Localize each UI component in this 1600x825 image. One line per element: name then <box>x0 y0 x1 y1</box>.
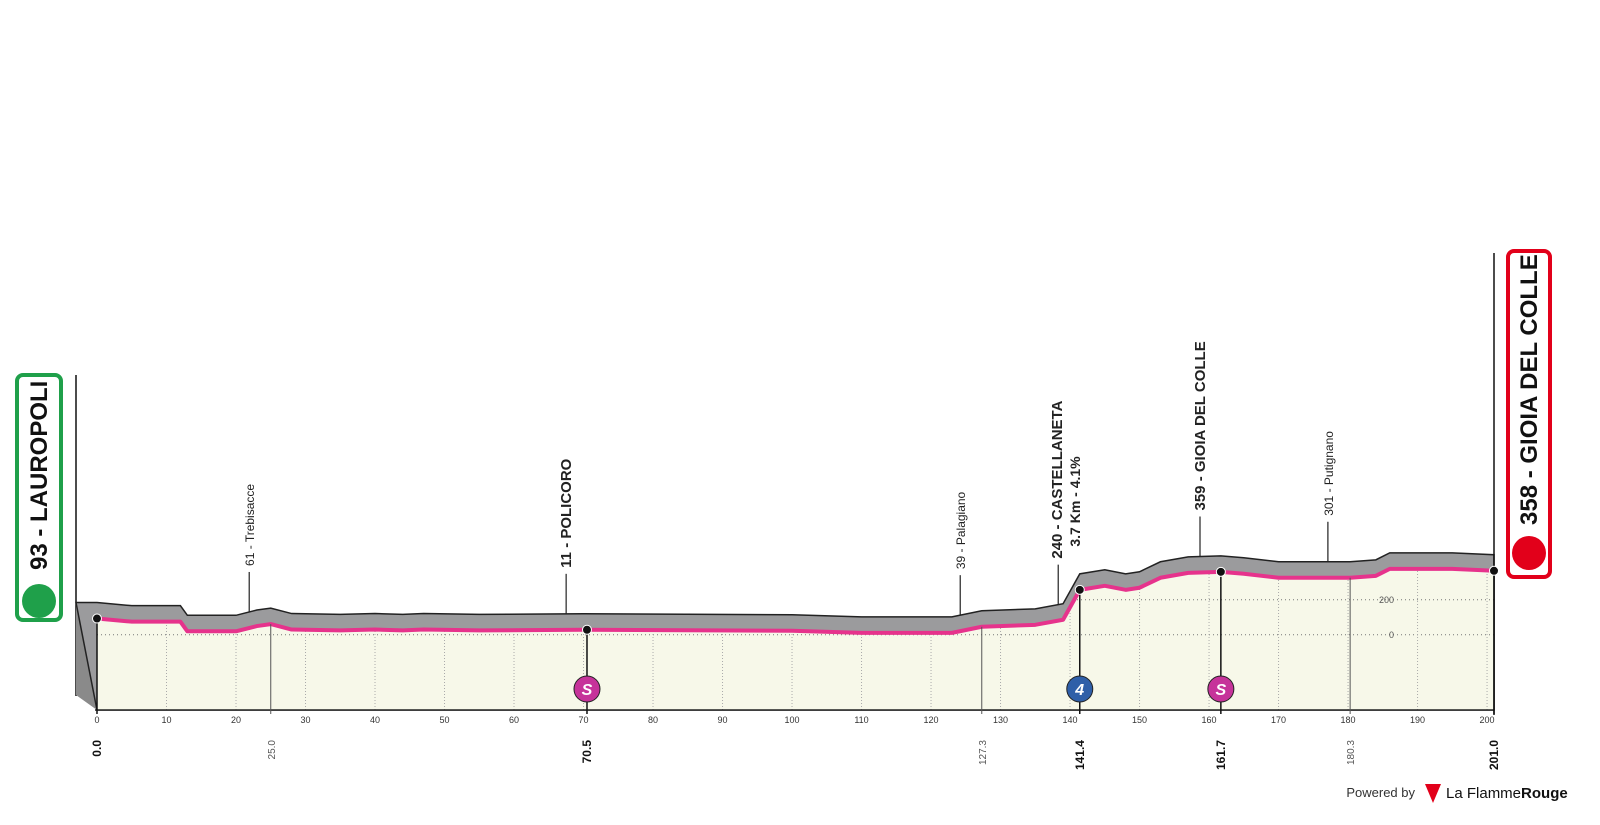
annotation-label: 39 - Palagiano <box>954 491 968 569</box>
km-point <box>1489 565 1499 576</box>
km-marker-label: 201.0 <box>1487 740 1501 770</box>
y-tick-label: 0 <box>1389 630 1394 640</box>
x-tick-label: 120 <box>924 715 939 725</box>
annotation-label: 61 - Trebisacce <box>243 484 257 566</box>
x-tick-label: 0 <box>94 715 99 725</box>
brand: La FlammeRouge <box>1446 785 1568 802</box>
finish-icon <box>1512 536 1546 570</box>
annotation-label: 301 - Putignano <box>1322 431 1336 516</box>
km-marker-label: 141.4 <box>1073 740 1087 770</box>
x-tick-label: 180 <box>1341 715 1356 725</box>
x-tick-label: 140 <box>1063 715 1078 725</box>
x-tick-label: 20 <box>231 715 241 725</box>
start-banner <box>15 373 63 622</box>
km-marker-label: 70.5 <box>580 740 594 764</box>
elevation-line <box>96 566 1495 635</box>
x-tick-label: 160 <box>1202 715 1217 725</box>
x-tick-label: 190 <box>1410 715 1425 725</box>
sprint-icon <box>573 675 601 703</box>
x-tick-label: 40 <box>370 715 380 725</box>
finish-banner <box>1506 249 1552 579</box>
x-tick-label: 170 <box>1271 715 1286 725</box>
km-marker-label: 0.0 <box>90 740 104 757</box>
x-tick-label: 150 <box>1132 715 1147 725</box>
km-point <box>581 624 592 635</box>
x-tick-label: 200 <box>1480 715 1495 725</box>
km-marker-label: 180.3 <box>1346 740 1357 765</box>
x-tick-label: 10 <box>161 715 171 725</box>
climb-icon <box>1066 675 1094 703</box>
start-icon <box>22 584 56 618</box>
start-label: 93 - LAUROPOLI <box>26 381 53 570</box>
annotation-label: 240 - CASTELLANETA <box>1049 400 1066 558</box>
km-marker-label: 161.7 <box>1214 740 1228 770</box>
x-tick-label: 80 <box>648 715 658 725</box>
x-tick-label: 130 <box>993 715 1008 725</box>
x-tick-label: 60 <box>509 715 519 725</box>
x-tick-label: 100 <box>785 715 800 725</box>
finish-label: 358 - GIOIA DEL COLLE <box>1516 254 1543 525</box>
sprint-label: S <box>582 682 593 699</box>
x-tick-label: 90 <box>718 715 728 725</box>
x-tick-label: 30 <box>300 715 310 725</box>
km-point <box>1074 584 1085 595</box>
annotation-sublabel: 3.7 Km - 4.1% <box>1067 456 1083 547</box>
brand-b: Rouge <box>1521 785 1568 802</box>
x-tick-label: 110 <box>854 715 868 725</box>
km-point <box>92 613 102 624</box>
profile-base <box>97 568 1494 710</box>
x-tick-label: 70 <box>579 715 589 725</box>
sprint-icon <box>1207 675 1235 703</box>
annotation-label: 11 - POLICORO <box>558 458 575 568</box>
brand-a: La Flamme <box>1446 785 1521 802</box>
plot: 0 200 0 10 20 30 40 50 60 70 80 90 100 110 120 130 140 15… <box>75 253 1501 770</box>
y-tick-label: 200 <box>1379 595 1394 605</box>
km-point <box>1215 566 1226 577</box>
powered-by: Powered by <box>1346 785 1415 800</box>
climb-label: 4 <box>1074 682 1084 699</box>
sprint-label: S <box>1216 682 1227 699</box>
annotation-label: 359 - GIOIA DEL COLLE <box>1192 341 1209 510</box>
brand-logo <box>1425 784 1441 803</box>
x-tick-label: 50 <box>440 715 450 725</box>
km-marker-label: 25.0 <box>267 740 278 760</box>
km-marker-label: 127.3 <box>978 740 989 765</box>
